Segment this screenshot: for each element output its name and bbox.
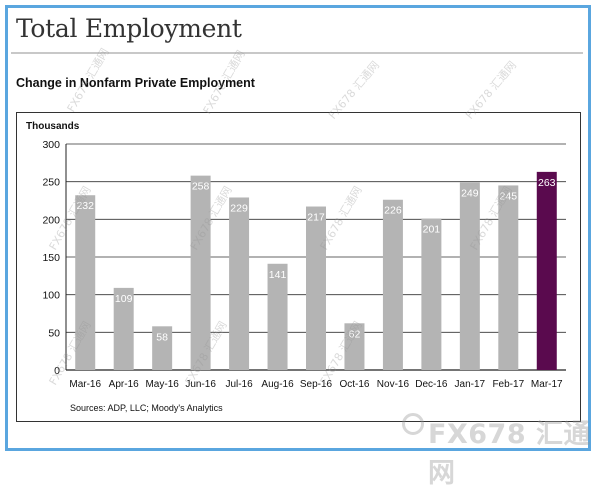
- y-tick-label: 50: [48, 327, 60, 339]
- chart-subtitle: Change in Nonfarm Private Employment: [16, 76, 255, 90]
- source-note: Sources: ADP, LLC; Moody's Analytics: [70, 403, 223, 413]
- x-tick-label: May-16: [145, 379, 179, 390]
- y-tick-label: 250: [42, 177, 60, 189]
- data-label: 263: [538, 177, 556, 189]
- data-label: 226: [384, 205, 402, 217]
- y-tick-label: 200: [42, 214, 60, 226]
- x-tick-label: Aug-16: [261, 379, 294, 390]
- chart-area-border: [16, 112, 581, 422]
- data-label: 232: [76, 200, 94, 212]
- y-tick-label: 100: [42, 290, 60, 302]
- brand-logo-icon: [402, 413, 424, 435]
- bar: [113, 287, 134, 370]
- bar: [75, 195, 96, 370]
- x-tick-label: Jul-16: [225, 379, 253, 390]
- bar: [459, 182, 480, 370]
- x-tick-label: Dec-16: [415, 379, 448, 390]
- bar: [152, 326, 173, 370]
- data-label: 249: [461, 187, 479, 199]
- data-label: 141: [269, 269, 287, 281]
- y-tick-label: 300: [42, 139, 60, 151]
- bar: [306, 206, 326, 370]
- bar: [536, 171, 557, 370]
- brand-watermark: FX678 汇通网: [428, 419, 592, 489]
- bar: [267, 263, 288, 370]
- x-tick-label: Mar-17: [531, 379, 563, 390]
- bar: [382, 199, 403, 370]
- x-tick-label: Jan-17: [455, 379, 486, 390]
- bar: [344, 323, 365, 370]
- data-label: 217: [307, 212, 325, 224]
- bar: [229, 197, 250, 370]
- x-tick-label: Sep-16: [300, 379, 333, 390]
- data-label: 109: [115, 293, 133, 305]
- y-tick-label: 150: [42, 252, 60, 264]
- data-label: 58: [156, 331, 168, 343]
- data-label: 201: [423, 224, 441, 236]
- x-tick-label: Feb-17: [492, 379, 524, 390]
- x-tick-label: Mar-16: [69, 379, 101, 390]
- x-tick-label: Oct-16: [339, 379, 369, 390]
- bar-chart: Thousands 0 50 100 150 200 250 300 232 Mar-16 109 A…: [26, 121, 566, 390]
- x-tick-label: Apr-16: [109, 379, 139, 390]
- y-tick-label: 0: [54, 365, 60, 377]
- page-title: Total Employment: [16, 14, 242, 43]
- y-axis-title: Thousands: [26, 121, 80, 132]
- data-label: 62: [349, 328, 361, 340]
- x-tick-label: Nov-16: [377, 379, 410, 390]
- bar: [421, 218, 442, 370]
- title-divider: [11, 52, 583, 54]
- data-label: 229: [230, 202, 248, 214]
- x-tick-label: Jun-16: [185, 379, 216, 390]
- data-label: 245: [500, 190, 518, 202]
- chart-frame: [5, 5, 591, 451]
- bar: [190, 175, 211, 370]
- bar: [498, 185, 519, 370]
- data-label: 258: [192, 181, 210, 193]
